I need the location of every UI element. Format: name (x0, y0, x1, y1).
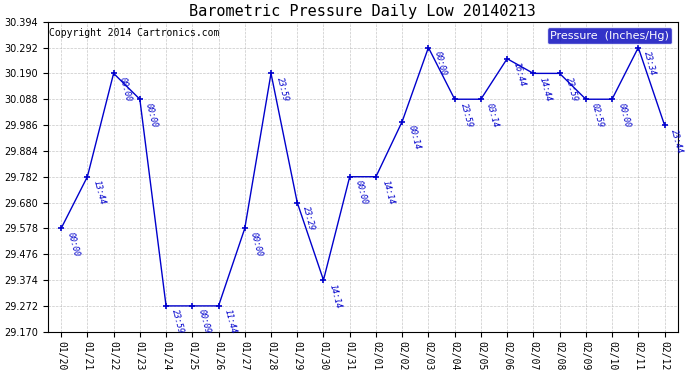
Text: 00:00: 00:00 (354, 180, 369, 206)
Text: 00:00: 00:00 (616, 102, 631, 129)
Legend: Pressure  (Inches/Hg): Pressure (Inches/Hg) (546, 27, 672, 44)
Text: 23:59: 23:59 (275, 76, 290, 103)
Text: 23:59: 23:59 (564, 76, 579, 103)
Text: 23:59: 23:59 (459, 102, 474, 129)
Text: 00:00: 00:00 (249, 231, 264, 258)
Text: 00:00: 00:00 (118, 76, 133, 103)
Text: 23:29: 23:29 (302, 206, 317, 232)
Text: 23:34: 23:34 (642, 50, 658, 77)
Text: 16:44: 16:44 (511, 62, 526, 88)
Text: 00:14: 00:14 (406, 124, 422, 151)
Title: Barometric Pressure Daily Low 20140213: Barometric Pressure Daily Low 20140213 (190, 4, 536, 19)
Text: 14:14: 14:14 (380, 180, 395, 206)
Text: 23:59: 23:59 (170, 309, 186, 335)
Text: 00:00: 00:00 (66, 231, 81, 258)
Text: 03:14: 03:14 (485, 102, 500, 129)
Text: 13:44: 13:44 (92, 180, 107, 206)
Text: 00:00: 00:00 (144, 102, 159, 129)
Text: 00:09: 00:09 (197, 309, 212, 335)
Text: 11:44: 11:44 (223, 309, 238, 335)
Text: Copyright 2014 Cartronics.com: Copyright 2014 Cartronics.com (49, 28, 219, 38)
Text: 00:00: 00:00 (433, 50, 448, 77)
Text: 14:14: 14:14 (328, 283, 343, 309)
Text: 02:59: 02:59 (590, 102, 605, 129)
Text: 14:44: 14:44 (538, 76, 553, 103)
Text: 23:44: 23:44 (669, 128, 684, 154)
